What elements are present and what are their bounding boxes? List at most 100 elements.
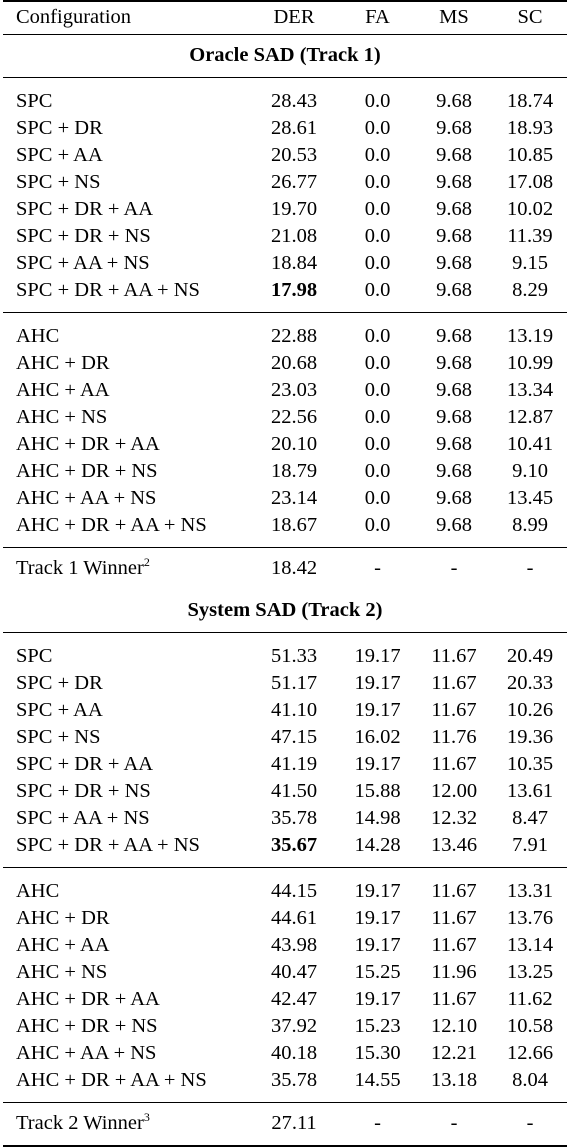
cell-ms: 13.18	[430, 1068, 478, 1091]
table-row: SPC + AA + NS 18.84 0.0 9.68 9.15	[3, 250, 567, 277]
cell-configuration: Track 1 Winner2	[3, 546, 248, 590]
cell-configuration: AHC + DR	[16, 351, 110, 374]
cell-fa: 19.17	[354, 671, 401, 694]
cell-ms: 9.68	[436, 351, 472, 374]
cell-fa: 19.17	[354, 906, 401, 929]
cell-der: 41.10	[270, 698, 318, 721]
cell-ms: 9.68	[436, 251, 472, 274]
table-row: SPC + NS 47.15 16.02 11.76 19.36	[3, 724, 567, 751]
cell-der: 44.61	[270, 906, 318, 929]
cell-configuration: SPC + DR + AA	[16, 197, 154, 220]
cell-configuration: SPC + AA	[16, 698, 103, 721]
table-row: AHC + NS 22.56 0.0 9.68 12.87	[3, 404, 567, 431]
cell-configuration: AHC + AA + NS	[16, 1041, 157, 1064]
cell-sc: 20.49	[506, 644, 554, 667]
table-row: AHC + DR 44.61 19.17 11.67 13.76	[3, 905, 567, 932]
cell-fa: 19.17	[354, 933, 401, 956]
cell-fa: 14.28	[354, 833, 401, 856]
cell-sc: 9.15	[512, 251, 548, 274]
cell-fa: 0.0	[364, 143, 391, 166]
cell-fa: 19.17	[354, 752, 401, 775]
header-der: DER	[273, 6, 315, 29]
cell-der: 22.88	[248, 311, 340, 350]
cell-fa: 19.17	[354, 644, 401, 667]
cell-der: 19.70	[270, 197, 318, 220]
cell-sc: 17.08	[506, 170, 554, 193]
section-title-row: Oracle SAD (Track 1)	[3, 34, 567, 78]
cell-der: 23.03	[270, 378, 318, 401]
cell-der: 40.18	[270, 1041, 318, 1064]
cell-ms: -	[415, 546, 493, 590]
cell-fa: 15.25	[354, 960, 401, 983]
cell-configuration: AHC + DR	[16, 906, 110, 929]
cell-ms: 9.68	[436, 459, 472, 482]
cell-ms: 9.68	[436, 432, 472, 455]
table-row: SPC + DR + AA 41.19 19.17 11.67 10.35	[3, 751, 567, 778]
cell-fa: 0.0	[364, 351, 391, 374]
cell-sc: 13.34	[506, 378, 554, 401]
cell-ms: 9.68	[436, 513, 472, 536]
table-row: AHC 44.15 19.17 11.67 13.31	[3, 866, 567, 905]
cell-configuration: SPC + NS	[16, 170, 101, 193]
cell-ms: 11.96	[431, 960, 477, 983]
cell-fa: 0.0	[364, 513, 391, 536]
table-row: AHC + DR + NS 37.92 15.23 12.10 10.58	[3, 1013, 567, 1040]
cell-fa: 0.0	[364, 378, 391, 401]
cell-fa: 0.0	[340, 311, 415, 350]
table-row: SPC 51.33 19.17 11.67 20.49	[3, 632, 567, 670]
table-row: SPC + AA 41.10 19.17 11.67 10.26	[3, 697, 567, 724]
table-row: AHC + AA 23.03 0.0 9.68 13.34	[3, 377, 567, 404]
cell-configuration: SPC + DR + AA	[16, 752, 154, 775]
cell-fa: 16.02	[354, 725, 401, 748]
cell-fa: 14.98	[354, 806, 401, 829]
cell-der: 40.47	[270, 960, 318, 983]
cell-ms: 9.68	[436, 197, 472, 220]
cell-sc: 18.74	[506, 89, 554, 112]
cell-der: 21.08	[270, 224, 318, 247]
cell-der: 20.68	[270, 351, 318, 374]
cell-fa: 15.30	[354, 1041, 401, 1064]
section-title: System SAD (Track 2)	[3, 589, 567, 633]
header-row: Configuration DER FA MS SC	[3, 1, 567, 34]
cell-der: 51.33	[270, 644, 318, 667]
winner-label: Track 2 Winner	[16, 1112, 144, 1134]
cell-der: 20.10	[270, 432, 318, 455]
cell-der: 18.42	[248, 546, 340, 590]
cell-fa: 0.0	[364, 405, 391, 428]
cell-der: 41.19	[270, 752, 318, 775]
cell-sc: 10.26	[506, 698, 554, 721]
cell-sc: 13.61	[506, 779, 554, 802]
table-row: SPC + DR + AA + NS 35.67 14.28 13.46 7.91	[3, 832, 567, 868]
cell-der: 20.53	[270, 143, 318, 166]
table-row: AHC + AA + NS 40.18 15.30 12.21 12.66	[3, 1040, 567, 1067]
cell-fa: 0.0	[364, 486, 391, 509]
winner-label: Track 1 Winner	[16, 557, 144, 579]
cell-fa: 15.88	[354, 779, 401, 802]
cell-configuration: AHC	[3, 311, 248, 350]
table-row: SPC 28.43 0.0 9.68 18.74	[3, 77, 567, 115]
section-title-row: System SAD (Track 2)	[3, 589, 567, 633]
header-configuration: Configuration	[16, 6, 132, 29]
cell-ms: 9.68	[415, 311, 493, 350]
cell-fa: 19.17	[340, 866, 415, 905]
cell-der: 42.47	[270, 987, 318, 1010]
footnote-marker: 2	[143, 555, 150, 569]
cell-sc: 19.36	[506, 725, 554, 748]
cell-sc: 20.33	[506, 671, 554, 694]
cell-configuration: SPC + AA + NS	[16, 251, 150, 274]
cell-configuration: AHC	[3, 866, 248, 905]
cell-ms: -	[415, 1101, 493, 1147]
cell-der: 22.56	[270, 405, 318, 428]
header-fa: FA	[365, 6, 390, 29]
cell-configuration: AHC + DR + AA	[16, 987, 160, 1010]
table-row: SPC + DR + NS 41.50 15.88 12.00 13.61	[3, 778, 567, 805]
cell-der: 37.92	[270, 1014, 318, 1037]
cell-fa: 0.0	[364, 459, 391, 482]
cell-sc: 10.85	[506, 143, 554, 166]
cell-sc: -	[493, 1101, 567, 1147]
winner-row: Track 1 Winner2 18.42- - -	[3, 546, 567, 590]
cell-der: 27.11	[248, 1101, 340, 1147]
cell-configuration: AHC + AA	[16, 378, 110, 401]
cell-sc: 13.76	[506, 906, 554, 929]
cell-fa: 0.0	[364, 197, 391, 220]
